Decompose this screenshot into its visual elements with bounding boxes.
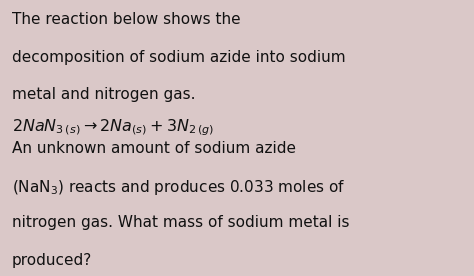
Text: $2NaN_{3\,(s)}\rightarrow 2Na_{(s)}+3N_{2\,(g)}$: $2NaN_{3\,(s)}\rightarrow 2Na_{(s)}+3N_{… (12, 117, 214, 138)
Text: decomposition of sodium azide into sodium: decomposition of sodium azide into sodiu… (12, 50, 346, 65)
Text: metal and nitrogen gas.: metal and nitrogen gas. (12, 87, 195, 102)
Text: The reaction below shows the: The reaction below shows the (12, 12, 240, 27)
Text: nitrogen gas. What mass of sodium metal is: nitrogen gas. What mass of sodium metal … (12, 215, 349, 230)
Text: produced?: produced? (12, 253, 92, 267)
Text: (NaN$_3$) reacts and produces 0.033 moles of: (NaN$_3$) reacts and produces 0.033 mole… (12, 178, 345, 197)
Text: An unknown amount of sodium azide: An unknown amount of sodium azide (12, 141, 296, 156)
